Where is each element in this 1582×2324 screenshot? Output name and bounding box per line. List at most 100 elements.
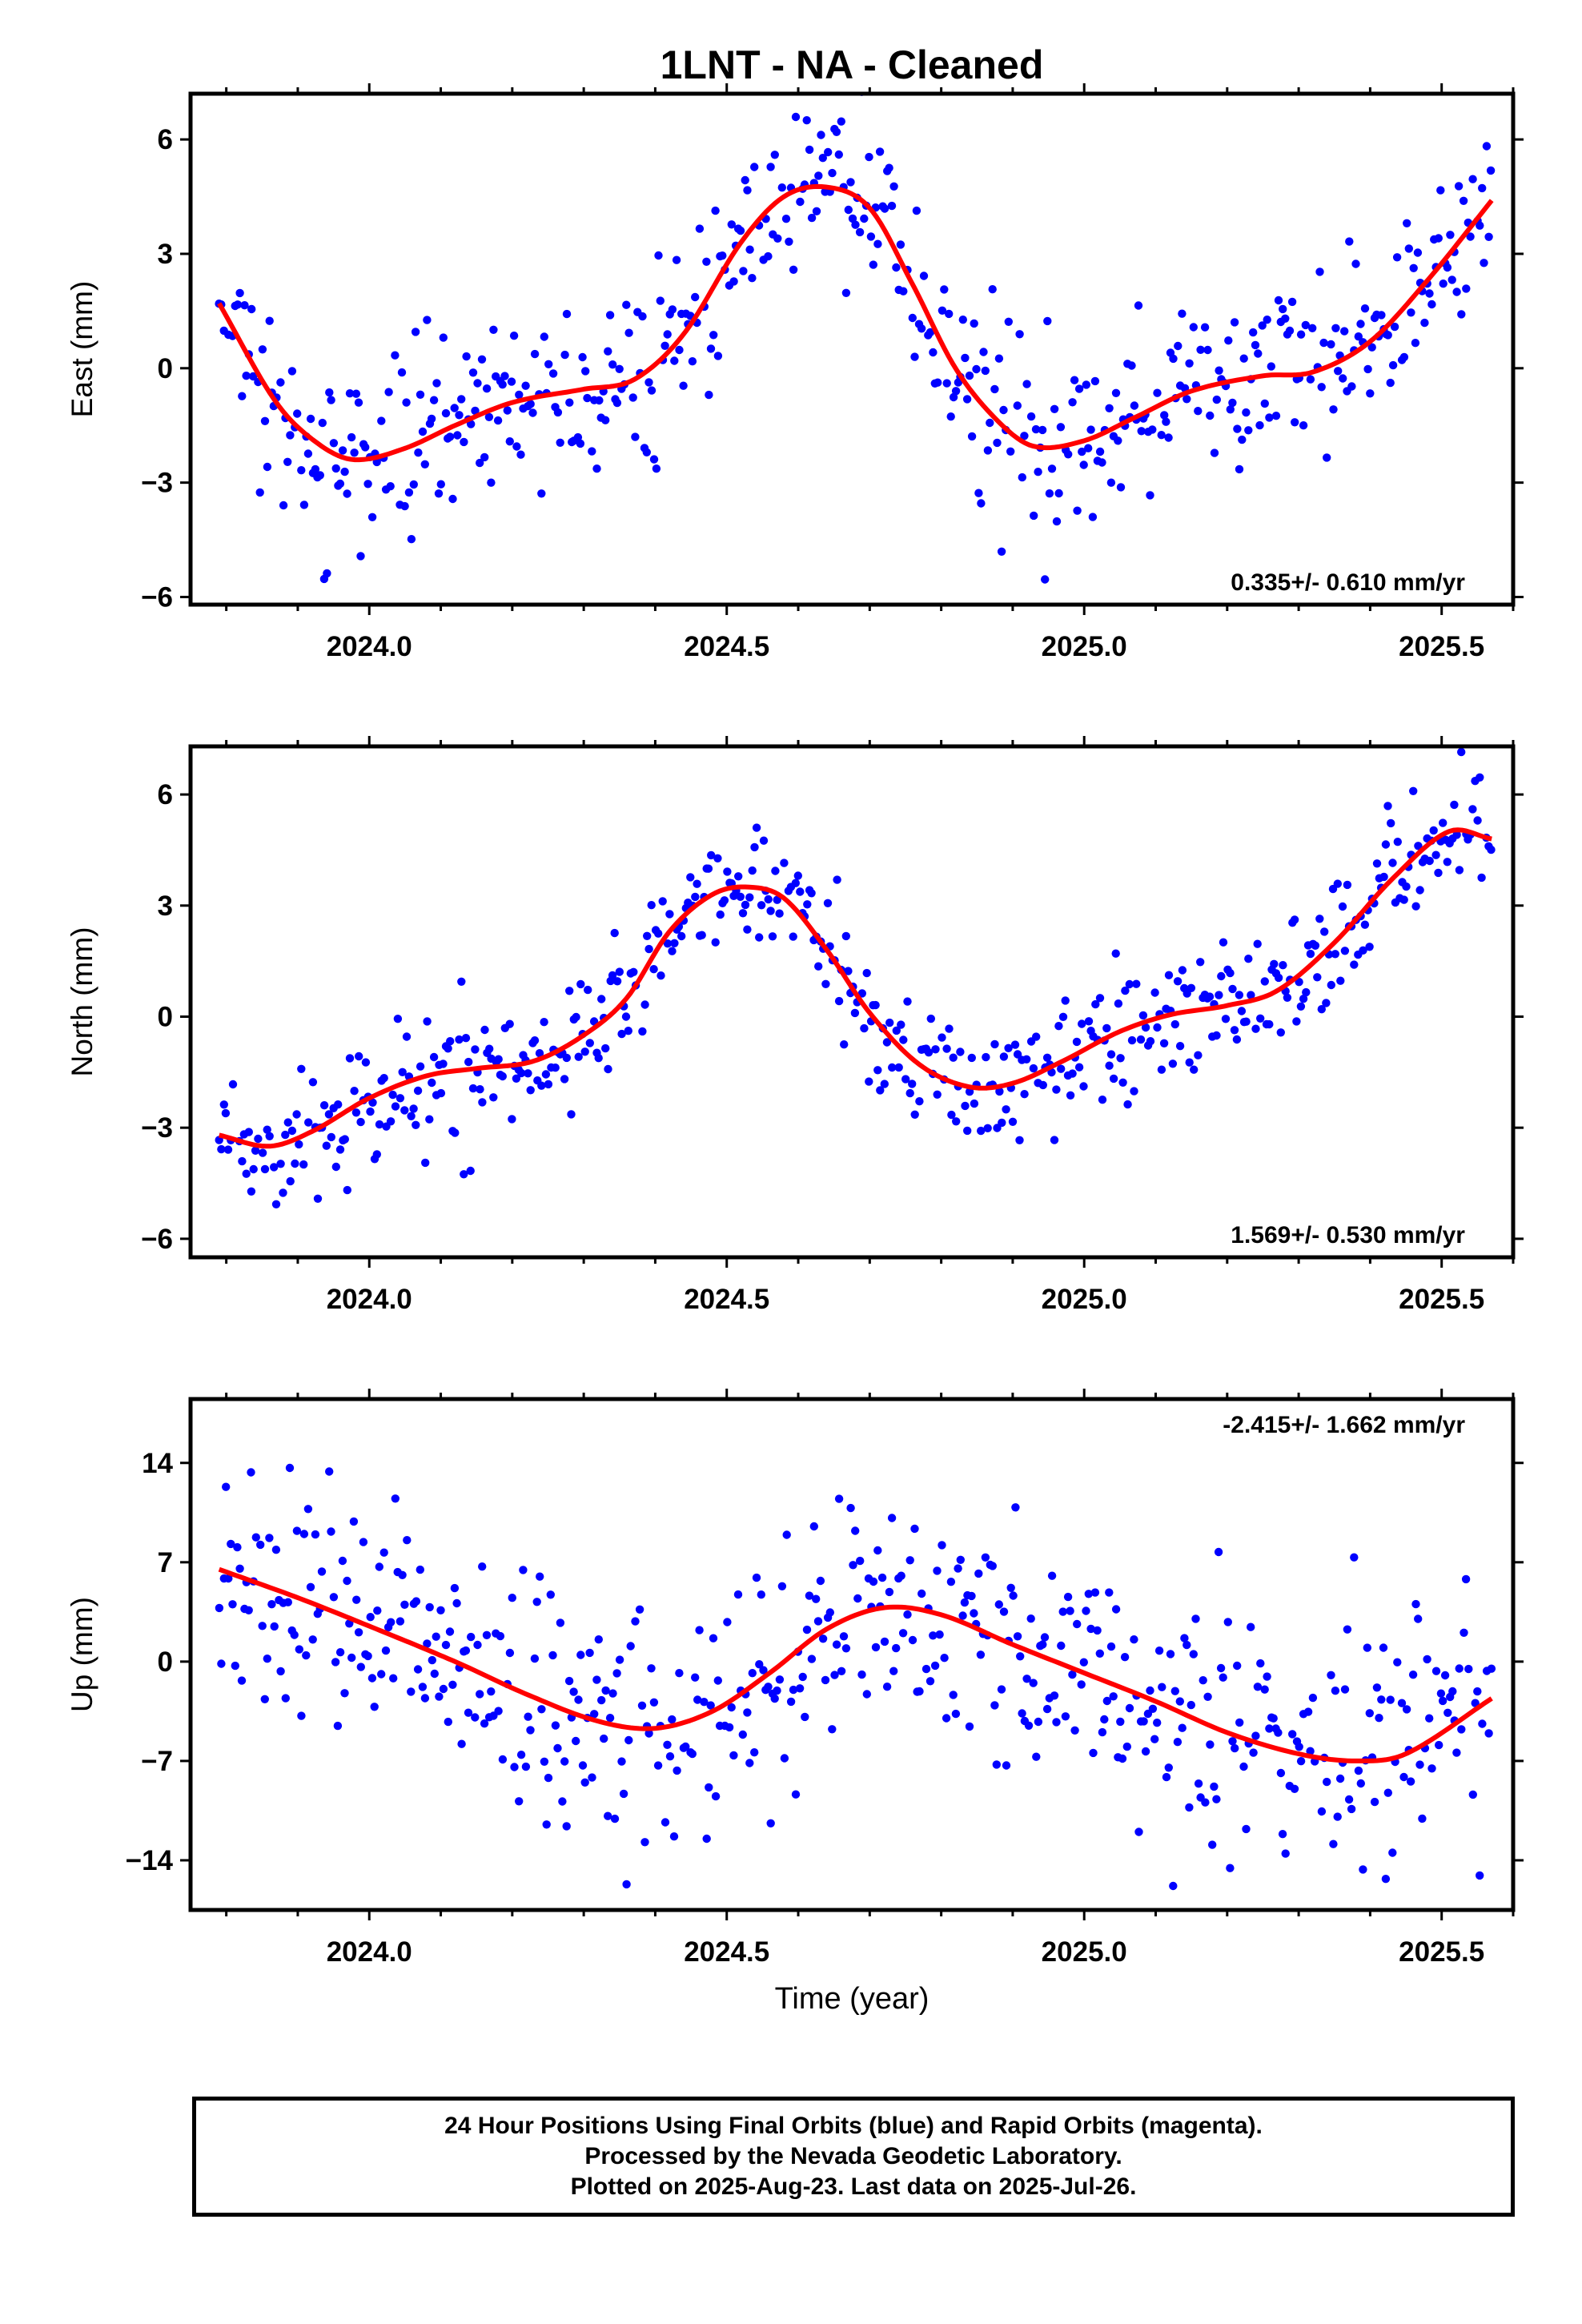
- north-point: [693, 879, 701, 888]
- east-point: [484, 412, 494, 421]
- north-point: [1022, 1055, 1031, 1064]
- north-point: [1123, 1100, 1132, 1109]
- north-point: [368, 1098, 377, 1108]
- up-point: [873, 1546, 882, 1555]
- up-point: [748, 1669, 757, 1678]
- east-point: [293, 409, 302, 418]
- east-point: [652, 464, 661, 473]
- north-point: [908, 1080, 917, 1088]
- north-point: [1072, 1037, 1082, 1047]
- up-point: [1356, 1779, 1366, 1788]
- up-point: [537, 1705, 546, 1714]
- footer-line-orbits: 24 Hour Positions Using Final Orbits (bl…: [444, 2113, 1263, 2139]
- east-point: [1329, 405, 1338, 414]
- up-point: [1274, 1728, 1283, 1737]
- north-point: [560, 1075, 569, 1084]
- up-point: [851, 1526, 860, 1535]
- north-point: [1029, 1063, 1038, 1073]
- east-point: [418, 427, 428, 436]
- north-point: [656, 971, 665, 980]
- north-point: [644, 944, 653, 954]
- up-point: [1219, 1673, 1227, 1682]
- east-point: [1182, 395, 1191, 404]
- north-point: [1290, 915, 1299, 924]
- east-point: [1006, 447, 1015, 456]
- east-point: [805, 145, 814, 155]
- up-point: [1443, 1708, 1452, 1717]
- north-point: [334, 1100, 343, 1109]
- north-point: [713, 854, 722, 863]
- north-point: [1283, 993, 1292, 1003]
- up-point: [605, 1714, 615, 1723]
- north-point: [279, 1188, 287, 1197]
- east-point: [1030, 511, 1038, 521]
- north-point: [963, 1126, 972, 1136]
- east-point: [367, 513, 377, 521]
- up-point: [1247, 1622, 1255, 1631]
- east-point: [391, 351, 400, 360]
- north-point: [388, 1090, 397, 1100]
- east-point: [638, 312, 647, 321]
- up-point: [1457, 1725, 1466, 1734]
- up-point: [688, 1749, 697, 1759]
- footer-line-lab: Processed by the Nevada Geodetic Laborat…: [584, 2143, 1122, 2169]
- east-point: [1351, 259, 1360, 268]
- north-point: [1425, 856, 1434, 866]
- north-point: [1215, 991, 1223, 999]
- east-point: [1226, 405, 1235, 414]
- north-point: [1168, 1059, 1178, 1068]
- north-point: [857, 989, 867, 998]
- east-point: [1462, 284, 1471, 293]
- east-point: [860, 214, 869, 223]
- east-point: [323, 569, 331, 578]
- east-point: [1452, 287, 1461, 296]
- up-point: [766, 1819, 775, 1827]
- up-point: [1323, 1777, 1331, 1787]
- up-point: [949, 1691, 958, 1699]
- east-point: [340, 467, 349, 476]
- east-point: [1255, 420, 1264, 430]
- north-point: [1050, 1136, 1059, 1144]
- up-point: [1372, 1683, 1382, 1692]
- north-point: [530, 1036, 540, 1045]
- up-point: [1009, 1591, 1018, 1600]
- east-point: [233, 300, 243, 309]
- east-point: [1239, 354, 1248, 363]
- east-point: [837, 117, 846, 126]
- up-point: [1476, 1871, 1484, 1880]
- north-point: [750, 842, 759, 852]
- panel-north: −6 −3 0 3 6 2024.0 2024.5 2025.0 2025.5 North (mm…: [66, 736, 1524, 1315]
- east-point: [544, 360, 553, 368]
- north-point: [766, 907, 775, 915]
- up-point: [990, 1701, 999, 1710]
- up-point: [448, 1680, 457, 1689]
- east-point: [777, 183, 786, 192]
- north-point: [1306, 949, 1315, 959]
- north-point: [508, 1115, 516, 1124]
- up-point: [777, 1582, 787, 1591]
- east-point: [1356, 320, 1365, 328]
- east-point: [1228, 398, 1237, 408]
- east-point: [1206, 411, 1215, 420]
- east-point: [1164, 433, 1173, 442]
- east-point: [644, 378, 653, 387]
- up-point: [375, 1562, 383, 1571]
- up-point: [818, 1634, 828, 1643]
- up-xtick-label: 2024.0: [327, 1936, 412, 1968]
- east-point: [605, 311, 615, 320]
- north-point: [643, 931, 652, 941]
- north-point: [1276, 1028, 1286, 1037]
- east-xtick-label: 2024.0: [327, 631, 412, 662]
- north-point: [260, 1164, 270, 1174]
- east-point: [1034, 468, 1042, 476]
- east-point: [748, 274, 757, 283]
- east-point: [354, 398, 363, 407]
- up-point: [1061, 1712, 1070, 1721]
- up-point: [467, 1632, 476, 1642]
- up-point: [612, 1669, 621, 1678]
- north-point: [1130, 1087, 1138, 1096]
- up-point: [281, 1694, 290, 1703]
- up-point: [956, 1555, 966, 1565]
- north-point: [485, 1044, 494, 1053]
